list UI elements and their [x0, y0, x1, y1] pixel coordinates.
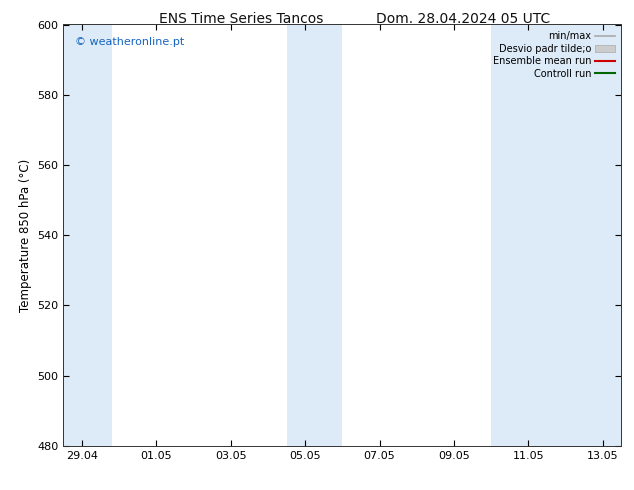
Y-axis label: Temperature 850 hPa (°C): Temperature 850 hPa (°C): [19, 159, 32, 312]
Text: ENS Time Series Tancos: ENS Time Series Tancos: [158, 12, 323, 26]
Bar: [63, 24, 112, 446]
Bar: [287, 24, 342, 446]
Text: Dom. 28.04.2024 05 UTC: Dom. 28.04.2024 05 UTC: [376, 12, 550, 26]
Legend: min/max, Desvio padr tilde;o, Ensemble mean run, Controll run: min/max, Desvio padr tilde;o, Ensemble m…: [491, 29, 616, 80]
Text: © weatheronline.pt: © weatheronline.pt: [75, 37, 184, 47]
Bar: [491, 24, 621, 446]
